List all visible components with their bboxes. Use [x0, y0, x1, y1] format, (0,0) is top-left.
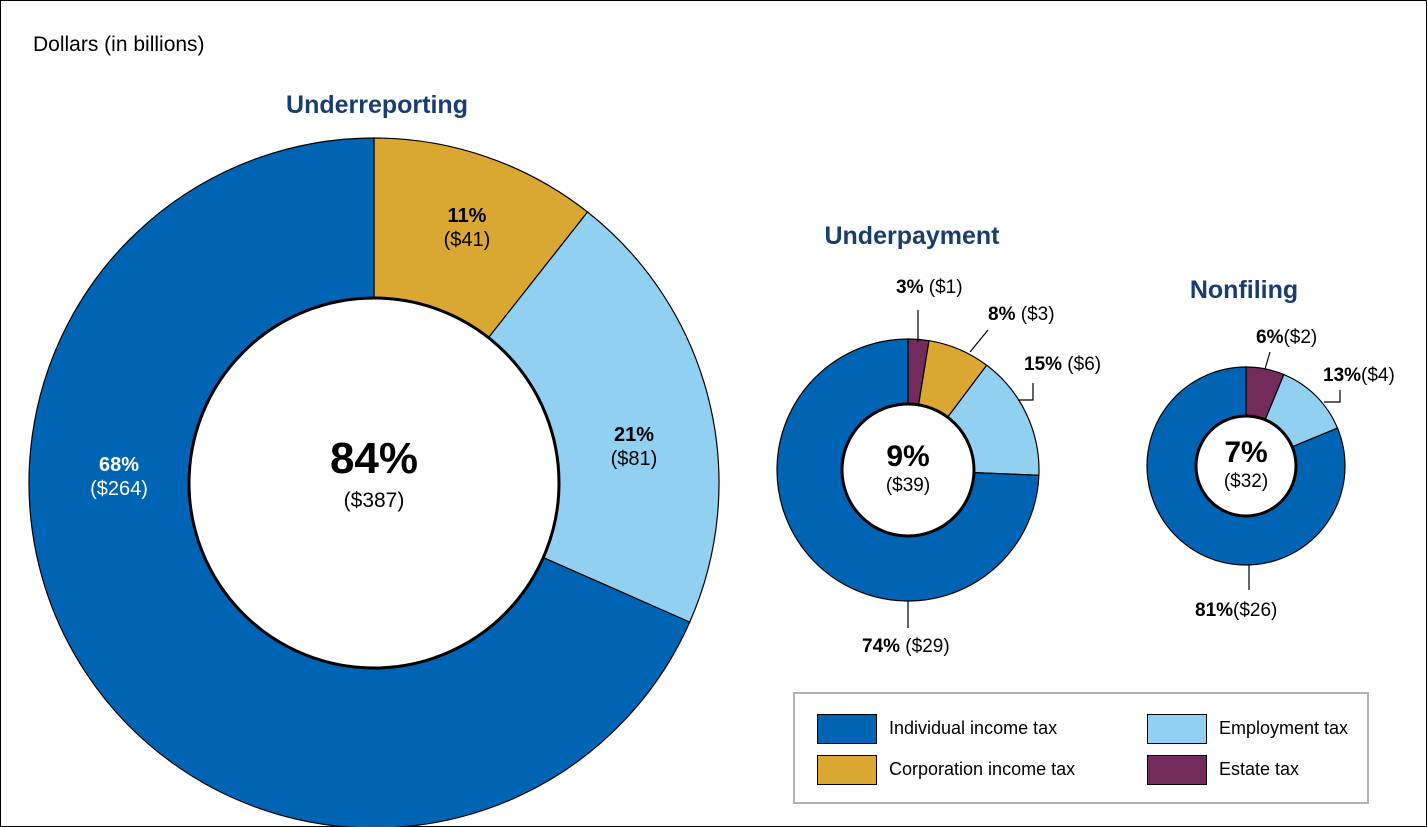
- donut-hole-underreporting: [187, 296, 561, 670]
- data-label-amount-nonfiling-individual-income-tax: ($26): [1233, 600, 1277, 621]
- donut-hole-underpayment: [840, 402, 976, 538]
- donut-underpayment: Underpayment 9%($39) 3% ($1) 8% ($3) 15% ($6…: [776, 222, 1101, 657]
- data-label-pct-nonfiling-individual-income-tax: 81%: [1195, 600, 1233, 621]
- data-label-amount-nonfiling-estate-tax: ($2): [1283, 327, 1317, 348]
- data-label-amount-underpayment-estate-tax: ($1): [923, 277, 962, 298]
- data-label-pct-underpayment-individual-income-tax: 74%: [862, 636, 900, 657]
- data-label-pct-underpayment-corporation-income-tax: 8%: [988, 304, 1016, 325]
- data-label-amount-underreporting-individual-income-tax: ($264): [90, 478, 148, 500]
- center-amount-underpayment: ($39): [886, 475, 930, 496]
- units-label: Dollars (in billions): [33, 33, 205, 56]
- legend: Individual income tax Corporation income…: [793, 692, 1369, 804]
- chart-title-underpayment: Underpayment: [824, 222, 1000, 250]
- data-label-pct-underreporting-employment-tax: 21%: [614, 424, 654, 446]
- data-label-amount-underreporting-employment-tax: ($81): [611, 448, 658, 470]
- center-pct-underpayment: 9%: [886, 440, 929, 473]
- data-label-underpayment-employment-tax: 15% ($6): [1024, 354, 1101, 375]
- leader-line-nonfiling-estate-tax: [1264, 351, 1271, 370]
- data-label-underpayment-estate-tax: 3% ($1): [896, 277, 963, 298]
- data-label-pct-underreporting-individual-income-tax: 68%: [99, 454, 139, 476]
- data-label-amount-underpayment-individual-income-tax: ($29): [900, 636, 950, 657]
- donut-underreporting: Underreporting 84% ($387) 11%($41) 21%($81) 6…: [28, 91, 720, 827]
- data-label-underpayment-individual-income-tax: 74% ($29): [862, 636, 950, 657]
- legend-swatch-estate: [1147, 755, 1207, 785]
- data-label-amount-underpayment-corporation-income-tax: ($3): [1015, 304, 1054, 325]
- data-label-underpayment-corporation-income-tax: 8% ($3): [988, 304, 1055, 325]
- legend-swatch-corporation: [817, 755, 877, 785]
- chart-title-underreporting: Underreporting: [286, 91, 468, 119]
- data-label-amount-nonfiling-employment-tax: ($4): [1361, 365, 1395, 386]
- data-label-pct-underpayment-estate-tax: 3%: [896, 277, 924, 298]
- data-label-pct-nonfiling-estate-tax: 6%: [1256, 327, 1284, 348]
- legend-label-employment: Employment tax: [1219, 718, 1349, 738]
- data-label-amount-underreporting-corporation-income-tax: ($41): [444, 229, 491, 251]
- legend-label-corporation: Corporation income tax: [889, 759, 1076, 779]
- legend-label-individual: Individual income tax: [889, 718, 1058, 738]
- leader-line-nonfiling-employment-tax: [1324, 390, 1341, 403]
- data-label-pct-underpayment-employment-tax: 15%: [1024, 354, 1062, 375]
- data-label-pct-nonfiling-employment-tax: 13%: [1323, 365, 1361, 386]
- legend-swatch-employment: [1147, 714, 1207, 744]
- leader-line-underpayment-employment-tax: [1018, 383, 1034, 401]
- center-amount-nonfiling: ($32): [1224, 471, 1268, 492]
- data-label-nonfiling-estate-tax: 6%($2): [1256, 327, 1317, 348]
- donut-nonfiling: Nonfiling 7%($32) 6%($2) 13%($4) 81%($26): [1146, 276, 1395, 621]
- leader-line-underpayment-corporation-income-tax: [969, 329, 989, 353]
- legend-swatch-individual: [817, 714, 877, 744]
- center-pct-nonfiling: 7%: [1224, 436, 1267, 469]
- chart-title-nonfiling: Nonfiling: [1190, 276, 1298, 304]
- legend-label-estate: Estate tax: [1219, 759, 1300, 779]
- data-label-nonfiling-employment-tax: 13%($4): [1323, 365, 1395, 386]
- data-label-pct-underreporting-corporation-income-tax: 11%: [448, 205, 487, 227]
- center-pct-underreporting: 84%: [330, 434, 418, 483]
- data-label-nonfiling-individual-income-tax: 81%($26): [1195, 600, 1277, 621]
- data-label-amount-underpayment-employment-tax: ($6): [1062, 354, 1101, 375]
- center-amount-underreporting: ($387): [344, 489, 405, 512]
- donut-hole-nonfiling: [1194, 414, 1298, 518]
